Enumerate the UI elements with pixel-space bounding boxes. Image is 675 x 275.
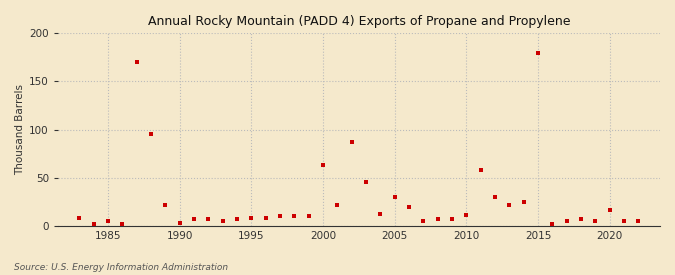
Point [633,219,644,223]
Point [117,222,128,226]
Point [103,219,113,223]
Point [461,213,472,218]
Point [303,214,314,218]
Point [88,222,99,226]
Point [232,217,242,221]
Y-axis label: Thousand Barrels: Thousand Barrels [15,84,25,175]
Point [547,222,558,226]
Point [360,179,371,184]
Point [619,219,630,223]
Point [346,140,357,144]
Point [518,200,529,204]
Title: Annual Rocky Mountain (PADD 4) Exports of Propane and Propylene: Annual Rocky Mountain (PADD 4) Exports o… [148,15,570,28]
Point [604,207,615,212]
Point [74,216,85,220]
Point [533,50,543,55]
Point [203,217,214,221]
Point [562,219,572,223]
Point [174,221,185,225]
Point [332,202,343,207]
Text: Source: U.S. Energy Information Administration: Source: U.S. Energy Information Administ… [14,263,227,272]
Point [475,168,486,172]
Point [418,219,429,223]
Point [318,163,329,167]
Point [246,216,257,220]
Point [504,202,515,207]
Point [433,217,443,221]
Point [189,217,200,221]
Point [45,223,56,227]
Point [160,202,171,207]
Point [261,216,271,220]
Point [576,217,587,221]
Point [490,195,501,199]
Point [404,204,414,209]
Point [375,212,386,216]
Point [389,195,400,199]
Point [447,217,458,221]
Point [132,60,142,64]
Point [217,219,228,223]
Point [590,219,601,223]
Point [289,214,300,218]
Point [275,214,286,218]
Point [146,132,157,137]
